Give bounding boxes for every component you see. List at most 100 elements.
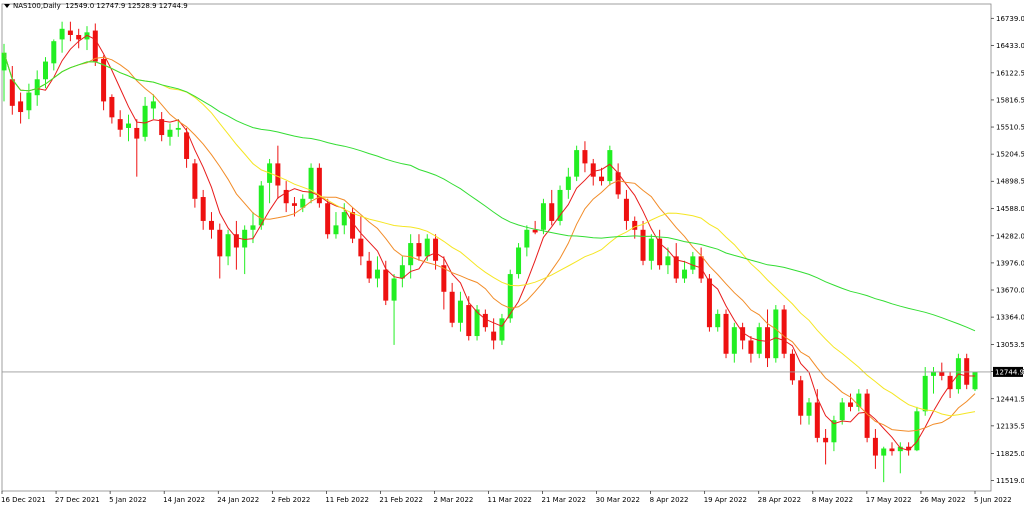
bullish-candle — [731, 327, 737, 354]
bullish-candle — [42, 61, 48, 80]
y-tick-label: 13364.0 — [996, 314, 1024, 322]
bearish-candle — [101, 58, 107, 102]
x-tick-label: 27 Dec 2021 — [55, 496, 100, 504]
bullish-candle — [715, 313, 721, 328]
bearish-candle — [590, 163, 596, 177]
ohlc-values: 12549.0 12747.9 12528.9 12744.9 — [65, 2, 188, 10]
bullish-candle — [26, 92, 32, 111]
bearish-candle — [723, 313, 729, 354]
bullish-candle — [499, 318, 505, 341]
bearish-candle — [673, 256, 679, 279]
bullish-candle — [665, 256, 671, 266]
bearish-candle — [939, 371, 945, 376]
bearish-candle — [706, 278, 712, 328]
x-tick-label: 11 Mar 2022 — [488, 496, 532, 504]
bearish-candle — [889, 448, 895, 452]
bearish-candle — [632, 220, 638, 230]
bearish-candle — [67, 30, 73, 35]
bullish-candle — [374, 269, 380, 279]
bearish-candle — [814, 402, 820, 438]
y-tick-label: 16739.0 — [996, 15, 1024, 23]
bullish-candle — [682, 269, 688, 279]
bearish-candle — [159, 119, 165, 136]
y-tick-label: 12135.5 — [996, 422, 1024, 430]
bearish-candle — [92, 30, 98, 62]
bearish-candle — [76, 34, 82, 40]
bearish-candle — [350, 212, 356, 239]
bullish-candle — [308, 167, 314, 199]
bearish-candle — [208, 220, 214, 230]
bearish-candle — [748, 340, 754, 354]
bearish-candle — [466, 305, 472, 337]
y-tick-label: 14282.0 — [996, 232, 1024, 240]
x-tick-label: 19 Apr 2022 — [704, 496, 747, 504]
bullish-candle — [333, 225, 339, 235]
bearish-candle — [615, 172, 621, 195]
ma-yellow-line — [3, 52, 976, 417]
bullish-candle — [516, 247, 522, 275]
bullish-candle — [258, 185, 264, 226]
bearish-candle — [316, 167, 322, 204]
bearish-candle — [582, 150, 588, 164]
current-price-tag: 12744.9 — [993, 366, 1024, 377]
ma-orange-line — [3, 52, 976, 432]
y-tick-label: 16122.5 — [996, 69, 1024, 77]
bearish-candle — [325, 203, 331, 235]
bearish-candle — [872, 437, 878, 456]
bullish-candle — [391, 278, 397, 301]
x-tick-label: 17 May 2022 — [866, 496, 912, 504]
bullish-candle — [142, 105, 148, 137]
bullish-candle — [574, 150, 580, 177]
bearish-candle — [200, 197, 206, 221]
collapse-triangle-icon[interactable] — [4, 4, 10, 8]
bullish-candle — [565, 176, 571, 190]
x-tick-label: 11 Feb 2022 — [325, 496, 369, 504]
bullish-candle — [1, 52, 7, 71]
bearish-candle — [848, 402, 854, 407]
y-tick-label: 15816.5 — [996, 96, 1024, 104]
y-tick-label: 14898.5 — [996, 178, 1024, 186]
y-tick-label: 11825.0 — [996, 450, 1024, 458]
bearish-candle — [291, 203, 297, 206]
bearish-candle — [134, 127, 140, 139]
bearish-candle — [358, 238, 364, 257]
bullish-candle — [507, 274, 513, 319]
bearish-candle — [275, 163, 281, 186]
bearish-candle — [765, 327, 771, 359]
bearish-candle — [366, 260, 372, 279]
bearish-candle — [657, 238, 663, 266]
y-tick-label: 13053.5 — [996, 341, 1024, 349]
bullish-candle — [408, 243, 414, 266]
bullish-candle — [856, 393, 862, 407]
x-tick-label: 24 Jan 2022 — [217, 496, 259, 504]
ma-green-line — [3, 52, 976, 332]
bullish-candle — [690, 256, 696, 270]
bullish-candle — [881, 448, 887, 456]
y-axis: 16739.0 16433.0 16122.5 15816.5 15510.5 15204… — [991, 15, 1024, 485]
bearish-candle — [789, 353, 795, 381]
bearish-candle — [416, 243, 422, 257]
bearish-candle — [823, 437, 829, 443]
x-tick-label: 14 Jan 2022 — [163, 496, 205, 504]
y-tick-label: 11519.0 — [996, 477, 1024, 485]
x-axis: 16 Dec 2021 27 Dec 2021 5 Jan 2022 14 Jan 2… — [1, 491, 1012, 504]
bullish-candle — [424, 238, 430, 257]
symbol-name: NAS100,Daily — [13, 2, 61, 10]
bearish-candle — [491, 331, 497, 341]
svg-text:12744.9: 12744.9 — [995, 368, 1024, 376]
bullish-candle — [167, 129, 173, 137]
y-tick-label: 15510.5 — [996, 124, 1024, 132]
bearish-candle — [532, 229, 538, 233]
bearish-candle — [482, 313, 488, 328]
bullish-candle — [839, 402, 845, 421]
bullish-candle — [831, 420, 837, 443]
x-tick-label: 5 Jan 2022 — [109, 496, 147, 504]
bullish-candle — [540, 203, 546, 230]
x-tick-label: 8 May 2022 — [812, 496, 853, 504]
symbol-header: NAS100,Daily 12549.0 12747.9 12528.9 127… — [4, 2, 188, 10]
bearish-candle — [640, 229, 646, 261]
bullish-candle — [150, 101, 156, 109]
bullish-candle — [607, 150, 613, 182]
bullish-candle — [242, 229, 248, 248]
